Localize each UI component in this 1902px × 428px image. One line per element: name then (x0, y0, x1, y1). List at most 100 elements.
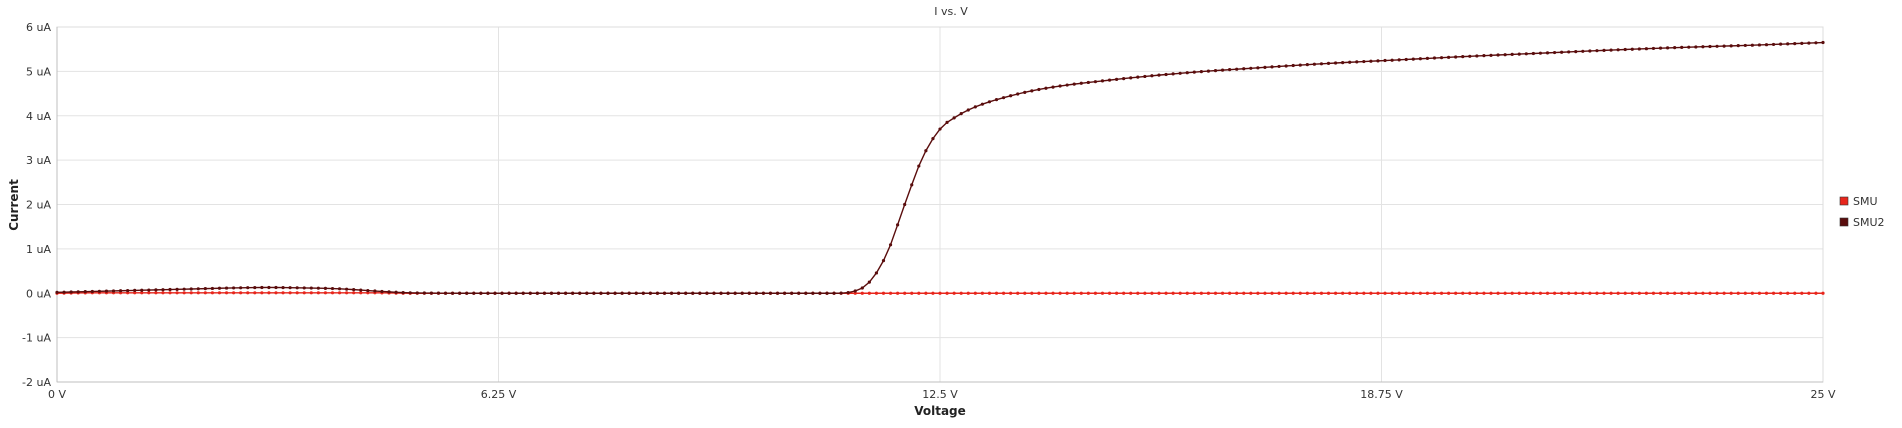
data-point (1631, 48, 1634, 51)
data-point (1009, 94, 1012, 97)
data-point (571, 292, 574, 295)
data-point (55, 291, 58, 294)
data-point (232, 286, 235, 289)
y-tick-label: 1 uA (26, 243, 51, 256)
data-point (1489, 292, 1492, 295)
data-point (147, 288, 150, 291)
data-point (1122, 77, 1125, 80)
data-point (1567, 50, 1570, 53)
data-point (1793, 292, 1796, 295)
data-point (974, 292, 977, 295)
data-point (140, 289, 143, 292)
data-point (1680, 292, 1683, 295)
data-point (317, 287, 320, 290)
data-point (818, 292, 821, 295)
data-point (1157, 292, 1160, 295)
data-point (1136, 292, 1139, 295)
data-point (1256, 292, 1259, 295)
data-point (1652, 292, 1655, 295)
data-point (253, 286, 256, 289)
data-point (1617, 292, 1620, 295)
y-tick-label: 3 uA (26, 154, 51, 167)
data-point (811, 292, 814, 295)
data-point (783, 292, 786, 295)
data-point (1094, 292, 1097, 295)
data-point (967, 292, 970, 295)
data-point (557, 292, 560, 295)
data-point (1482, 292, 1485, 295)
data-point (1186, 292, 1189, 295)
data-point (1708, 45, 1711, 48)
data-point (790, 292, 793, 295)
data-point (1150, 74, 1153, 77)
data-point (960, 292, 963, 295)
data-point (310, 286, 313, 289)
data-point (1426, 292, 1429, 295)
legend-swatch (1840, 218, 1848, 226)
data-point (917, 292, 920, 295)
data-point (1277, 65, 1280, 68)
data-point (1624, 48, 1627, 51)
data-point (394, 291, 397, 294)
data-point (119, 289, 122, 292)
y-axis-title: Current (7, 179, 21, 231)
data-point (1080, 292, 1083, 295)
data-point (762, 292, 765, 295)
data-point (147, 291, 150, 294)
data-point (1652, 47, 1655, 50)
data-point (1242, 292, 1245, 295)
data-point (1214, 69, 1217, 72)
data-point (656, 292, 659, 295)
data-point (1256, 66, 1259, 69)
data-point (1285, 64, 1288, 67)
data-point (1666, 292, 1669, 295)
data-point (1362, 292, 1365, 295)
data-point (1737, 292, 1740, 295)
data-point (1207, 292, 1210, 295)
data-point (726, 292, 729, 295)
data-point (635, 292, 638, 295)
data-point (409, 291, 412, 294)
data-point (1807, 292, 1810, 295)
data-point (1532, 52, 1535, 55)
y-tick-label: 0 uA (26, 287, 51, 300)
data-point (1186, 71, 1189, 74)
y-tick-label: -1 uA (22, 332, 51, 345)
data-point (854, 289, 857, 292)
data-point (1157, 74, 1160, 77)
data-point (154, 291, 157, 294)
data-point (931, 292, 934, 295)
data-point (296, 286, 299, 289)
data-point (281, 291, 284, 294)
data-point (585, 292, 588, 295)
data-point (239, 286, 242, 289)
data-point (882, 259, 885, 262)
data-point (402, 291, 405, 294)
data-point (1454, 55, 1457, 58)
data-point (345, 291, 348, 294)
data-point (1539, 52, 1542, 55)
data-point (1765, 43, 1768, 46)
data-point (1475, 54, 1478, 57)
data-point (1242, 67, 1245, 70)
data-point (1525, 52, 1528, 55)
data-point (903, 203, 906, 206)
legend-label: SMU (1853, 195, 1878, 208)
data-point (458, 292, 461, 295)
data-point (1525, 292, 1528, 295)
data-point (1793, 42, 1796, 45)
data-point (1277, 292, 1280, 295)
data-point (352, 288, 355, 291)
data-point (1814, 41, 1817, 44)
data-point (1744, 44, 1747, 47)
data-point (1546, 51, 1549, 54)
y-tick-label: -2 uA (22, 376, 51, 389)
data-point (1002, 292, 1005, 295)
data-point (1694, 45, 1697, 48)
data-point (1348, 292, 1351, 295)
data-point (606, 292, 609, 295)
data-point (684, 292, 687, 295)
data-point (875, 271, 878, 274)
data-point (1270, 292, 1273, 295)
data-point (1376, 292, 1379, 295)
